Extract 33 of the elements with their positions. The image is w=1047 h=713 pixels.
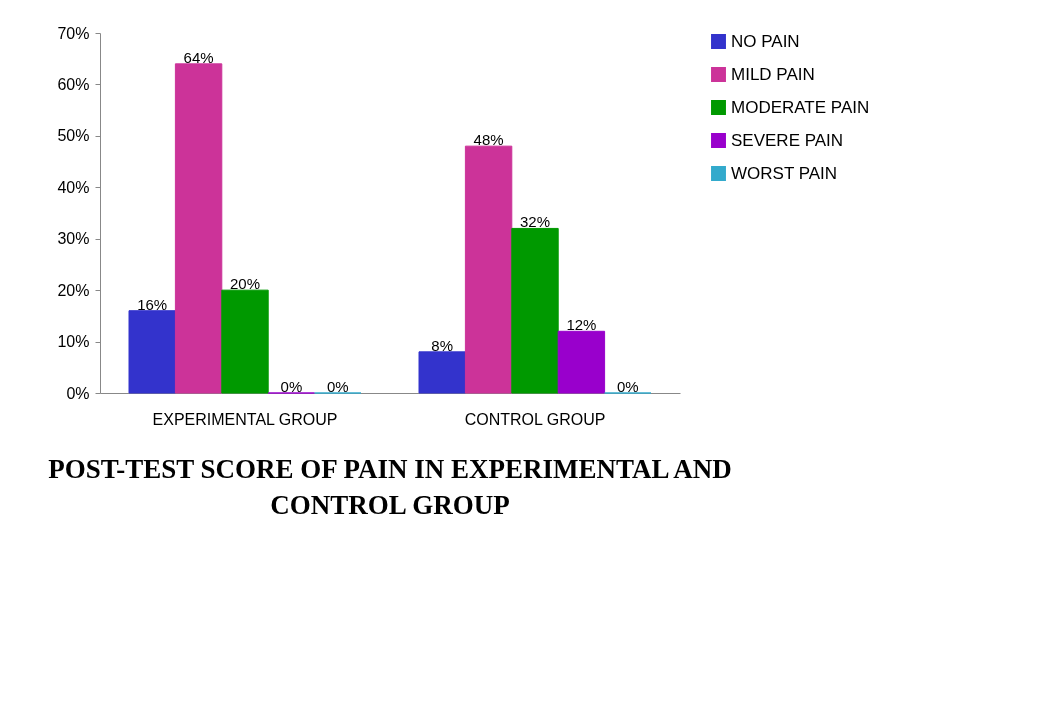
y-tick-label: 30% xyxy=(57,230,90,248)
y-tick-label: 40% xyxy=(57,178,90,196)
bar xyxy=(557,330,606,394)
bar xyxy=(221,289,269,394)
x-tick-label: CONTROL GROUP xyxy=(464,410,606,428)
data-label: 0% xyxy=(280,378,303,395)
data-label: 48% xyxy=(473,131,504,149)
y-tick-label: 20% xyxy=(57,281,90,299)
data-label: 64% xyxy=(183,48,214,66)
bar xyxy=(174,63,223,394)
bar xyxy=(511,227,559,394)
data-label: 8% xyxy=(431,336,454,354)
x-tick-label: EXPERIMENTAL GROUP xyxy=(152,410,338,428)
data-label: 0% xyxy=(616,378,639,395)
bar xyxy=(128,310,176,394)
legend-label: SEVERE PAIN xyxy=(731,130,844,150)
data-label: 20% xyxy=(229,275,261,293)
y-tick-label: 0% xyxy=(66,384,90,402)
y-tick-label: 60% xyxy=(57,75,90,93)
data-label: 32% xyxy=(519,213,551,231)
y-tick-label: 10% xyxy=(57,333,90,351)
legend-label: WORST PAIN xyxy=(731,163,838,183)
data-label: 16% xyxy=(137,295,168,313)
text: POST-TEST SCORE OF PAIN IN EXPERIMENTAL AND CONTROL GROUP xyxy=(48,454,732,520)
y-tick-label: 50% xyxy=(57,127,90,145)
data-label: 0% xyxy=(326,378,349,395)
legend-label: NO PAIN xyxy=(731,31,800,51)
y-tick-label: 70% xyxy=(57,24,90,42)
bar xyxy=(418,351,466,394)
bar xyxy=(464,145,513,394)
legend-label: MODERATE PAIN xyxy=(731,97,870,117)
data-label: 12% xyxy=(566,316,597,334)
legend-label: MILD PAIN xyxy=(731,64,815,84)
